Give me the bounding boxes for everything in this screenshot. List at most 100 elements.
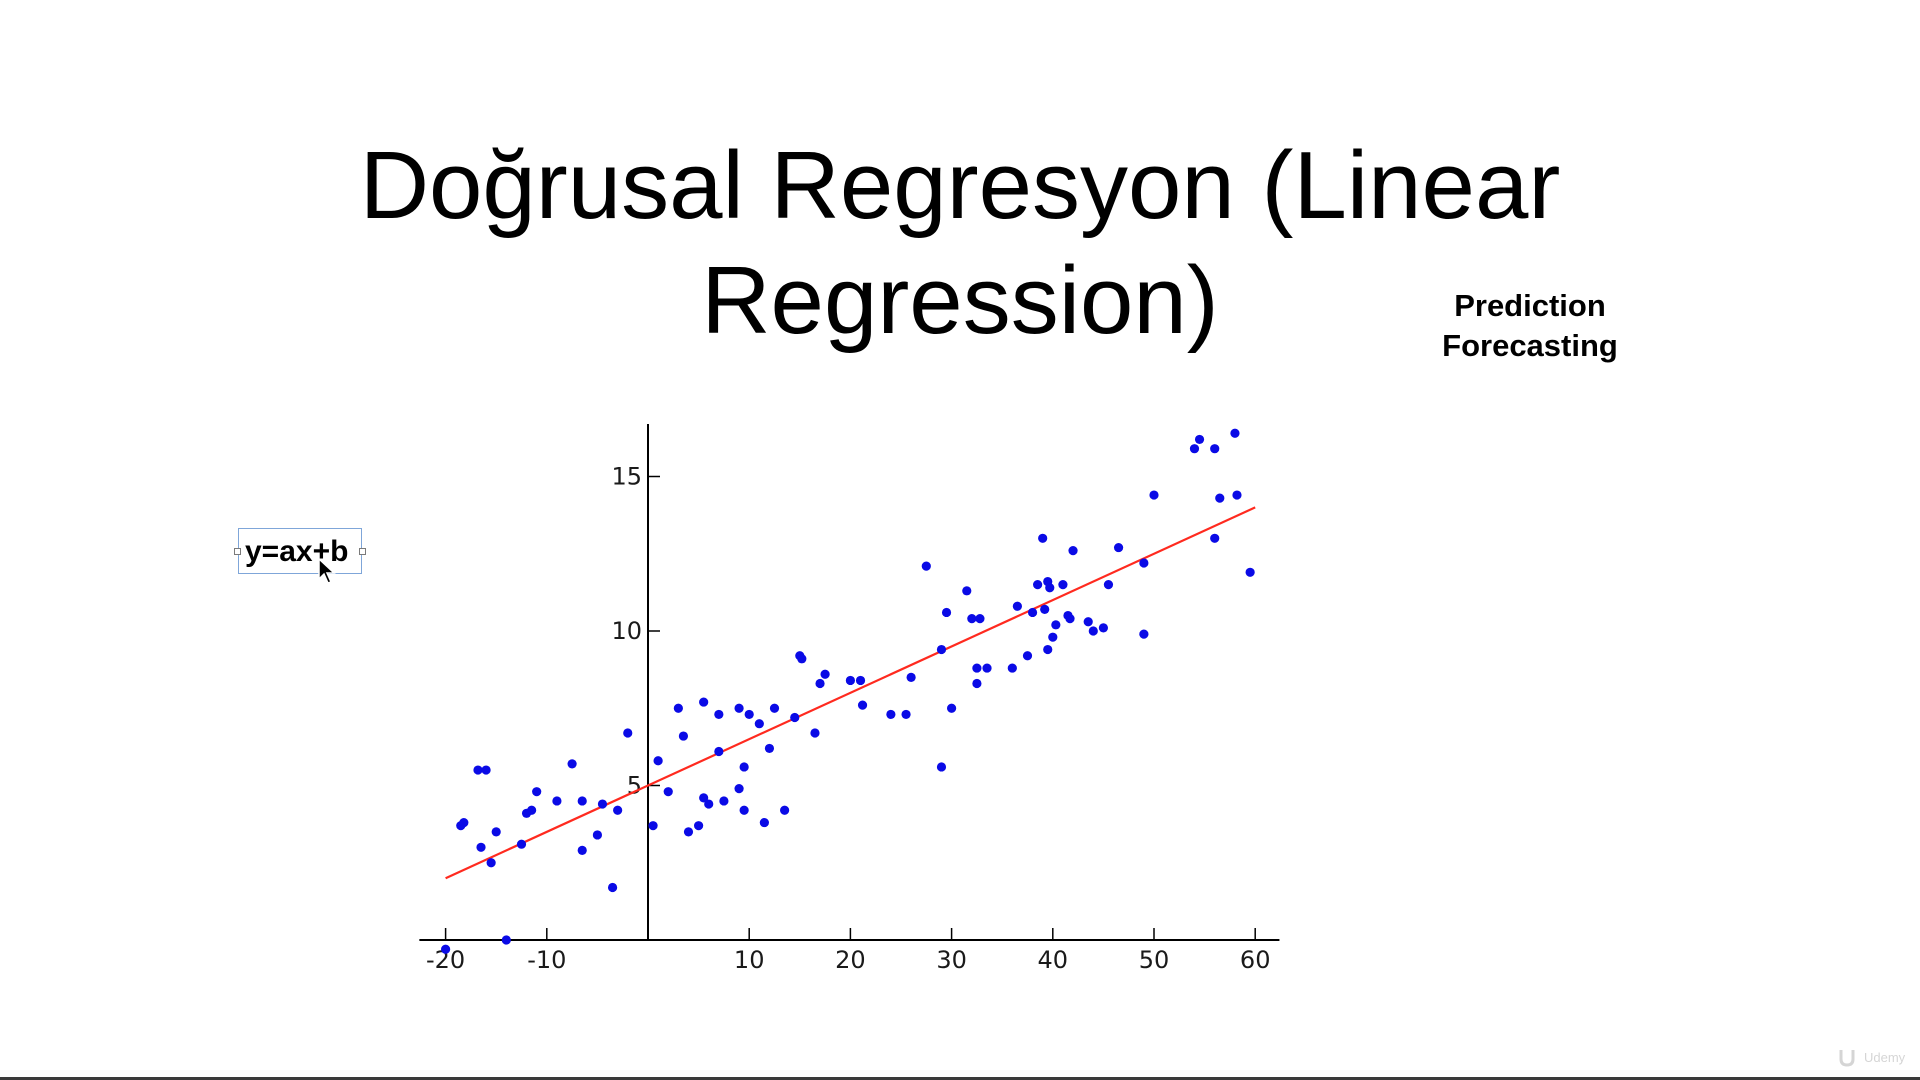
data-point bbox=[1065, 614, 1075, 624]
data-point bbox=[577, 845, 587, 855]
data-point bbox=[734, 783, 744, 794]
data-point bbox=[1232, 490, 1242, 500]
data-point bbox=[1245, 567, 1255, 577]
data-point bbox=[1058, 580, 1068, 590]
data-point bbox=[1022, 651, 1033, 661]
slide-title: Doğrusal Regresyon (Linear Regression) bbox=[359, 132, 1561, 354]
data-point bbox=[941, 607, 952, 618]
regression-line bbox=[445, 506, 1256, 880]
data-point bbox=[845, 675, 856, 686]
x-tick-label: 10 bbox=[734, 946, 765, 974]
arrow-cursor-icon bbox=[318, 558, 336, 584]
data-point bbox=[1210, 533, 1220, 543]
data-point bbox=[947, 703, 957, 713]
data-point bbox=[764, 743, 775, 754]
data-point bbox=[1048, 632, 1058, 642]
data-point bbox=[704, 799, 714, 809]
data-point bbox=[855, 675, 866, 686]
data-point bbox=[1007, 663, 1017, 673]
formula-text[interactable]: y=ax+b bbox=[245, 535, 349, 568]
data-point bbox=[936, 762, 947, 772]
data-point bbox=[1189, 444, 1200, 454]
data-point bbox=[663, 787, 673, 797]
x-tick-label: 30 bbox=[936, 946, 967, 974]
data-point bbox=[673, 703, 683, 713]
data-point bbox=[901, 709, 911, 720]
data-point bbox=[1113, 542, 1124, 553]
data-point bbox=[441, 944, 451, 954]
resize-handle-right[interactable] bbox=[359, 548, 366, 555]
x-tick-label: 40 bbox=[1038, 946, 1069, 974]
data-point bbox=[906, 672, 916, 682]
data-point bbox=[552, 796, 562, 806]
data-point bbox=[532, 787, 542, 797]
data-point bbox=[780, 805, 790, 815]
data-point bbox=[739, 762, 749, 772]
data-point bbox=[1230, 428, 1240, 438]
data-point bbox=[797, 654, 807, 664]
data-point bbox=[699, 793, 709, 803]
chart-points bbox=[441, 428, 1255, 954]
data-point bbox=[597, 799, 608, 809]
data-point bbox=[1038, 533, 1048, 543]
data-point bbox=[678, 731, 689, 741]
data-point bbox=[1083, 617, 1093, 627]
data-point bbox=[982, 663, 992, 673]
side-note-forecasting: Forecasting bbox=[1442, 328, 1618, 363]
data-point bbox=[975, 614, 985, 624]
data-point bbox=[473, 765, 483, 775]
y-tick-label: 10 bbox=[611, 617, 642, 645]
data-point bbox=[790, 712, 800, 723]
data-point bbox=[577, 796, 587, 806]
side-notes: Prediction Forecasting bbox=[1400, 286, 1660, 366]
data-point bbox=[820, 669, 830, 679]
x-tick-label: 50 bbox=[1139, 946, 1170, 974]
data-point bbox=[694, 821, 704, 831]
data-point bbox=[516, 839, 527, 849]
data-point bbox=[739, 805, 749, 815]
data-point bbox=[592, 830, 603, 840]
data-point bbox=[962, 586, 972, 596]
x-tick-label: -10 bbox=[527, 946, 566, 974]
data-point bbox=[810, 728, 820, 738]
data-point bbox=[1033, 580, 1043, 590]
data-point bbox=[921, 561, 931, 571]
data-point bbox=[501, 935, 511, 945]
data-point bbox=[815, 678, 825, 689]
data-point bbox=[714, 709, 724, 720]
data-point bbox=[936, 644, 947, 655]
data-point bbox=[1045, 583, 1055, 593]
y-tick-label: 15 bbox=[611, 463, 642, 491]
side-note-prediction: Prediction bbox=[1454, 288, 1606, 323]
formula-text-box[interactable]: y=ax+b bbox=[234, 528, 366, 574]
data-point bbox=[567, 759, 577, 769]
watermark-text: Udemy bbox=[1864, 1050, 1906, 1065]
resize-handle-left[interactable] bbox=[234, 548, 241, 555]
chart-axes bbox=[419, 423, 1280, 941]
data-point bbox=[719, 796, 729, 806]
data-point bbox=[481, 765, 491, 775]
data-point bbox=[613, 805, 623, 815]
udemy-logo-icon: Udemy bbox=[1838, 1046, 1910, 1070]
data-point bbox=[734, 703, 744, 713]
data-point bbox=[1194, 434, 1205, 445]
bottom-bar bbox=[0, 1077, 1920, 1080]
data-point bbox=[1088, 626, 1098, 636]
data-point bbox=[607, 882, 618, 893]
data-point bbox=[744, 709, 754, 720]
data-point bbox=[683, 827, 694, 837]
data-point bbox=[972, 678, 982, 689]
data-point bbox=[1043, 644, 1053, 655]
data-point bbox=[1139, 558, 1149, 568]
data-point bbox=[1027, 607, 1038, 618]
data-point bbox=[714, 746, 724, 757]
x-tick-label: 20 bbox=[835, 946, 866, 974]
data-point bbox=[1215, 493, 1225, 503]
x-tick-label: 60 bbox=[1240, 946, 1271, 974]
data-point bbox=[1068, 546, 1078, 556]
data-point bbox=[486, 858, 496, 868]
data-point bbox=[459, 817, 469, 828]
